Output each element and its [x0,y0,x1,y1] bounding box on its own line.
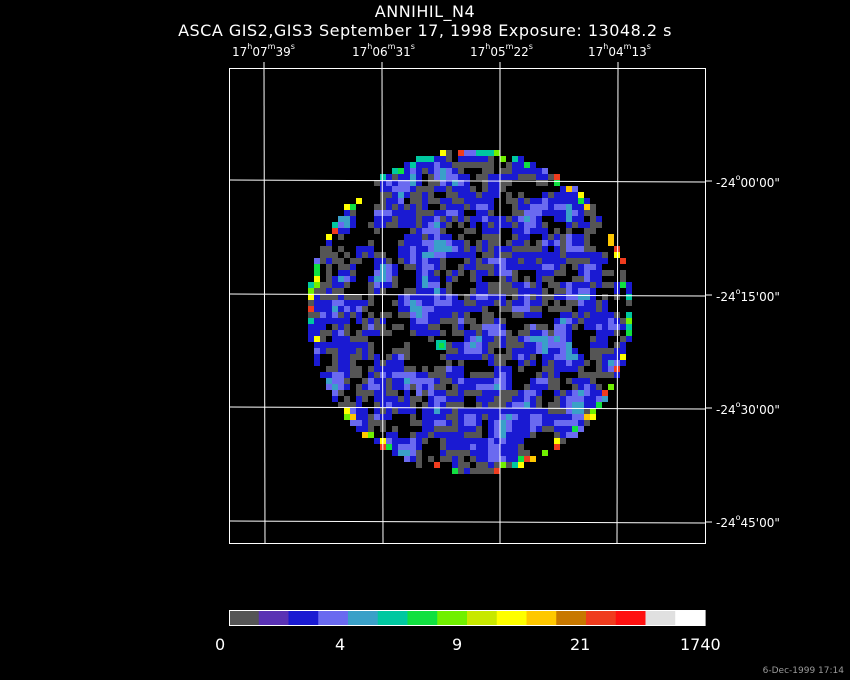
image-subtitle: ASCA GIS2,GIS3 September 17, 1998 Exposu… [178,21,672,40]
ra-grid-line [616,67,619,544]
dec-grid-line [228,406,706,410]
coordinate-grid [228,67,706,544]
colorbar-swatch [407,610,438,626]
colorbar-swatch [526,610,557,626]
colorbar-swatch [348,610,379,626]
colorbar-swatch [586,610,617,626]
ra-tick-label: 17h05m22s [470,42,533,59]
dec-tick-label: -24o30'00" [716,400,780,417]
axis-tick-marks [263,62,712,523]
colorbar-label: 9 [452,635,463,654]
colorbar-swatch [258,610,290,626]
colorbar-swatch [645,610,676,626]
colorbar-label: 21 [570,635,591,654]
colorbar-swatch [229,610,260,626]
colorbar-swatch [288,610,319,626]
colorbar [229,610,706,626]
colorbar-label: 1740 [680,635,721,654]
ra-tick-label: 17h07m39s [232,42,295,59]
dec-grid-line [228,520,706,524]
colorbar-swatch [467,610,498,626]
dec-grid-line [228,293,706,297]
dec-grid-line [228,179,706,183]
colorbar-swatch [437,610,468,626]
colorbar-swatch [377,610,409,626]
xray-intensity-image [308,150,632,474]
dec-tick-label: -24o45'00" [716,513,780,530]
dec-tick-label: -24o15'00" [716,287,780,304]
colorbar-label: 4 [335,635,346,654]
colorbar-swatch [615,610,647,626]
ra-grid-line [263,67,266,544]
plot-frame [229,68,706,544]
sky-image-plot [228,62,712,544]
ra-tick-label: 17h04m13s [588,42,651,59]
dec-tick-label: -24o00'00" [716,173,780,190]
colorbar-swatch [556,610,587,626]
image-title: ANNIHIL_N4 [374,2,476,21]
colorbar-swatch [496,610,528,626]
render-timestamp: 6-Dec-1999 17:14 [762,666,844,676]
colorbar-swatch [318,610,349,626]
colorbar-swatch [675,610,706,626]
ra-grid-line [381,67,384,544]
ra-tick-label: 17h06m31s [352,42,415,59]
colorbar-label: 0 [215,635,226,654]
